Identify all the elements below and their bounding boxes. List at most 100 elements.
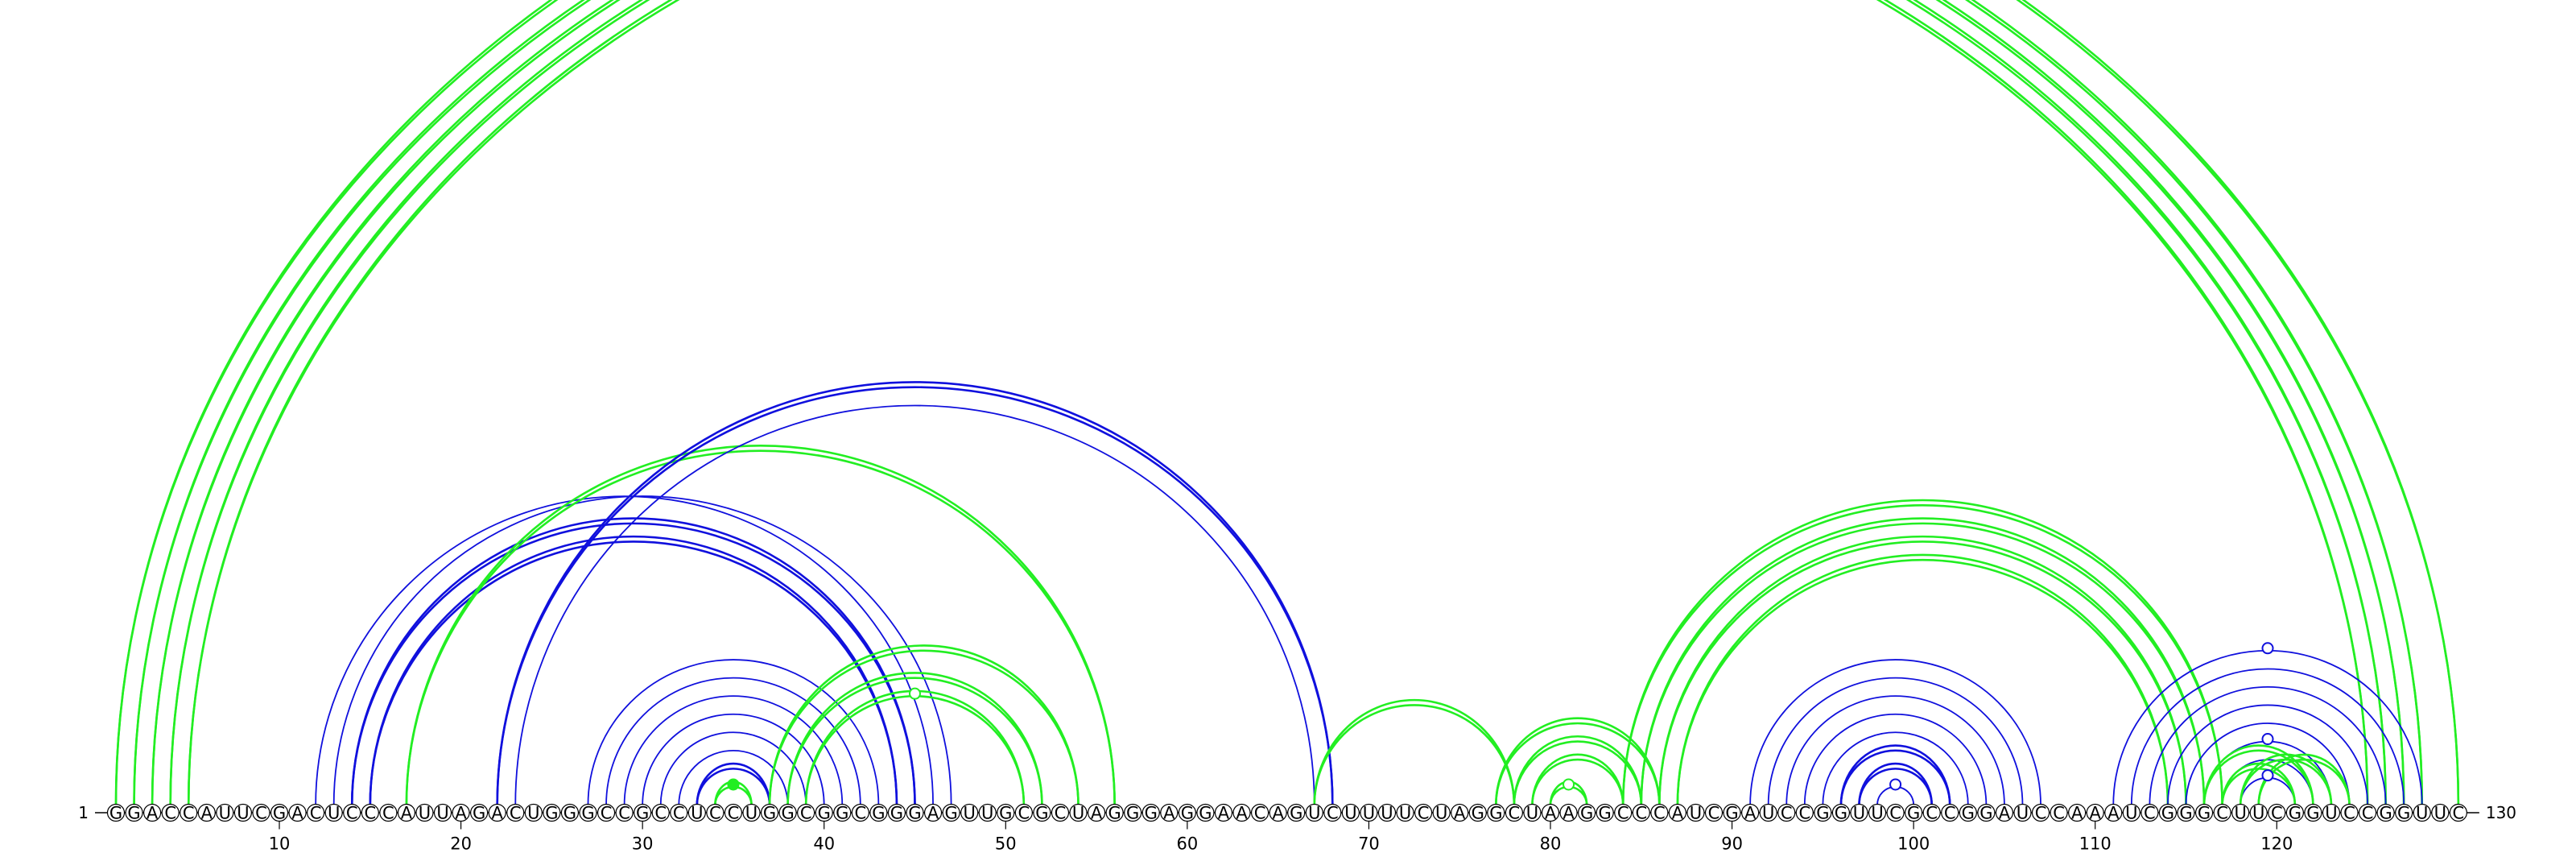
nucleotide: G — [1468, 804, 1487, 823]
nucleotide-circle — [1596, 803, 1614, 822]
nucleotide-letter: A — [492, 804, 504, 823]
nucleotide-letter: A — [1545, 804, 1557, 823]
nucleotide-circle — [869, 803, 888, 822]
nucleotide-circle — [615, 803, 634, 822]
nucleotide-letter: G — [2198, 804, 2211, 823]
nucleotide-circle — [1741, 803, 1760, 822]
nucleotide: A — [1232, 803, 1251, 823]
nucleotide-circle — [288, 803, 307, 822]
base-pair-arc — [2257, 759, 2351, 805]
nucleotide-letter: U — [1871, 804, 1883, 823]
nucleotide: C — [1632, 804, 1650, 823]
nucleotide-letter: C — [855, 804, 867, 823]
nucleotide-circle — [1505, 803, 1523, 822]
nucleotide-letter: G — [890, 804, 903, 823]
base-pair-arc — [116, 0, 2458, 805]
nucleotide-circle — [2194, 803, 2214, 822]
nucleotide-circle — [1578, 803, 1596, 822]
arc-marker — [1889, 778, 1902, 791]
base-pair-arc — [151, 0, 2405, 805]
nucleotide: C — [1650, 804, 1669, 823]
nucleotide-circle — [2249, 803, 2268, 822]
nucleotide-letter: C — [1055, 804, 1067, 823]
base-pair-arc — [133, 0, 2424, 805]
nucleotide-circle — [1922, 803, 1941, 822]
nucleotide-circle — [361, 803, 379, 822]
arc-marker — [2261, 642, 2274, 655]
tick-label: 50 — [995, 834, 1017, 854]
nucleotide-letter: A — [401, 804, 413, 823]
nucleotide-circle — [2322, 803, 2341, 822]
nucleotide-circle — [143, 803, 162, 822]
base-pair-arc — [133, 0, 2424, 805]
nucleotide: C — [1250, 804, 1269, 823]
tick-label: 70 — [1358, 834, 1380, 854]
nucleotide: G — [2376, 804, 2395, 823]
nucleotide-letter: U — [1853, 804, 1865, 823]
nucleotide-circle — [125, 803, 143, 822]
nucleotide-circle — [1686, 803, 1705, 822]
nucleotide: C — [1051, 803, 1070, 823]
base-pair-arc — [1767, 677, 2024, 805]
nucleotide: U — [2431, 803, 2450, 823]
nucleotide: C — [1795, 804, 1814, 823]
nucleotide-circle — [379, 803, 398, 822]
base-pair-arc — [332, 496, 952, 805]
nucleotide-letter: G — [2289, 804, 2301, 823]
nucleotide: C — [2268, 804, 2286, 823]
base-pair-arc — [405, 449, 1116, 805]
base-pair-arc — [1785, 695, 2005, 805]
nucleotide-letter: A — [2071, 804, 2083, 823]
nucleotide-letter: C — [2362, 804, 2374, 823]
nucleotide-letter: C — [1653, 804, 1666, 823]
nucleotide-circle — [1959, 803, 1977, 822]
base-pair-arc — [1658, 535, 2187, 805]
nucleotide-circle — [2431, 803, 2450, 822]
nucleotide: G — [2158, 804, 2178, 823]
nucleotide: C — [851, 804, 869, 823]
base-pair-arc — [1749, 659, 2041, 805]
base-pair-arc — [187, 0, 2369, 805]
nucleotide: G — [1578, 803, 1596, 823]
nucleotide-letter: G — [1181, 804, 1194, 823]
nucleotide: U — [324, 804, 343, 823]
nucleotide-circle — [2231, 803, 2250, 822]
nucleotide-circle — [760, 803, 779, 822]
base-pair-arc — [169, 0, 2387, 805]
base-pair-arc — [605, 677, 861, 805]
nucleotide: U — [1396, 804, 1414, 823]
nucleotide: A — [2068, 804, 2087, 823]
nucleotide-letter: G — [1126, 804, 1139, 823]
nucleotide: G — [1905, 804, 1923, 823]
nucleotide: U — [742, 804, 761, 823]
nucleotide: U — [1523, 804, 1542, 823]
nucleotide-letter: U — [1308, 804, 1320, 823]
nucleotide: C — [343, 804, 361, 823]
nucleotide: A — [397, 804, 416, 823]
nucleotide-circle — [1232, 803, 1251, 822]
nucleotide-letter: C — [1509, 804, 1521, 823]
base-pair-arc — [786, 672, 1043, 805]
nucleotide-letter: G — [473, 804, 485, 823]
nucleotide-letter: U — [2434, 804, 2446, 823]
nucleotide: C — [1414, 804, 1433, 823]
nucleotide-letter: A — [455, 804, 467, 823]
nucleotide: G — [997, 804, 1015, 823]
nucleotide: C — [724, 804, 743, 823]
nucleotide: C — [2340, 804, 2359, 823]
nucleotide-circle — [216, 803, 234, 822]
nucleotide-letter: G — [545, 804, 558, 823]
nucleotide-letter: G — [1108, 804, 1121, 823]
nucleotide: C — [307, 804, 325, 823]
nucleotide: C — [597, 804, 616, 823]
nucleotide-circle — [1124, 803, 1142, 822]
nucleotide-letter: G — [1962, 804, 1975, 823]
nucleotide-circle — [1196, 803, 1215, 822]
nucleotide: C — [252, 804, 270, 823]
nucleotide-letter: C — [2035, 804, 2047, 823]
nucleotide-letter: G — [1725, 804, 1738, 823]
nucleotide: U — [2413, 804, 2431, 823]
nucleotide-circle — [1051, 803, 1070, 822]
nucleotide-letter: G — [908, 804, 921, 823]
